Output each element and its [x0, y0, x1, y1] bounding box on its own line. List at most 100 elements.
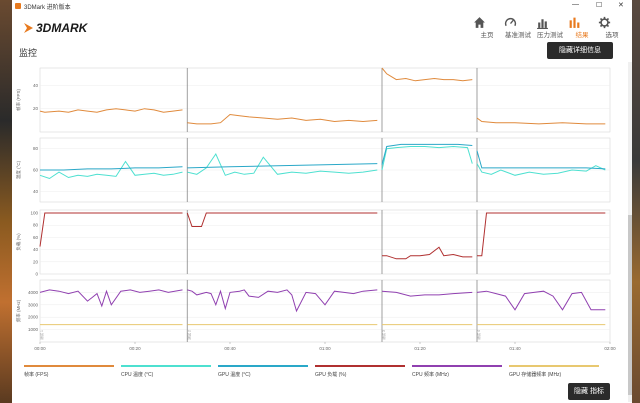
- y-tick-label: 40: [33, 189, 39, 194]
- y-tick-label: 80: [33, 223, 39, 228]
- x-tick-label: 00:20: [129, 346, 141, 351]
- panel-frame: [39, 67, 611, 133]
- y-tick-label: 1000: [28, 327, 39, 332]
- nav-options-label: 选项: [605, 32, 619, 39]
- y-axis-label: 温度 (°C): [15, 160, 22, 179]
- legend-swatch: [315, 365, 405, 367]
- segment-label: 测试 4: [476, 330, 481, 340]
- series-line: [476, 117, 606, 125]
- y-tick-label: 60: [33, 168, 39, 173]
- y-tick-label: 0: [35, 272, 38, 277]
- nav-benchmarks[interactable]: 基准测试: [504, 16, 532, 39]
- window-title: 3DMark 进阶版本: [24, 5, 71, 11]
- page-title: 监控: [19, 48, 38, 58]
- desktop-background-right: [632, 0, 640, 403]
- monitoring-chart: 20 40 帧率 (FPS) 40 60 80 温度 (°C) 0 20 40 60 80 100 负载 …: [15, 67, 616, 351]
- legend-item-fps: 帧率 (FPS): [24, 365, 114, 378]
- segment-label: 测试 3: [381, 330, 386, 340]
- series-line: [381, 290, 473, 297]
- bar-chart-icon: [537, 19, 548, 29]
- y-tick-label: 40: [33, 83, 39, 88]
- home-icon: [474, 17, 485, 28]
- y-axis-label: 负载 (%): [15, 233, 22, 251]
- series-line: [40, 166, 183, 171]
- hide-details-button[interactable]: 隐藏详细信息: [547, 42, 613, 59]
- series-line: [476, 290, 606, 311]
- series-line: [186, 212, 378, 227]
- maximize-button[interactable]: ☐: [596, 2, 603, 9]
- gear-icon: [598, 16, 611, 29]
- hide-metrics-button[interactable]: 隐藏 指标: [568, 383, 610, 400]
- nav-options[interactable]: 选项: [598, 16, 626, 39]
- y-tick-label: 20: [33, 106, 39, 111]
- x-tick-label: 01:00: [319, 346, 331, 351]
- nav-home[interactable]: 主页: [473, 16, 501, 39]
- series-line: [476, 150, 606, 170]
- legend-swatch: [509, 365, 599, 367]
- y-tick-label: 4000: [28, 290, 39, 295]
- desktop-background-left: [0, 0, 12, 403]
- segment-label: 测试 1: [39, 330, 44, 340]
- legend-item-gpu-load: GPU 负载 (%): [315, 365, 405, 378]
- close-button[interactable]: ✕: [618, 2, 624, 9]
- legend-item-cpu-temp: CPU 温度 (°C): [121, 365, 211, 378]
- x-tick-label: 01:40: [509, 346, 521, 351]
- legend-item-gpu-mem-clock: GPU 存储器频率 (MHz): [509, 365, 599, 378]
- series-line: [187, 113, 378, 125]
- x-tick-label: 02:00: [604, 346, 616, 351]
- legend-label: GPU 存储器频率 (MHz): [509, 372, 562, 378]
- legend-swatch: [412, 365, 502, 367]
- nav-results[interactable]: 结果: [568, 16, 596, 39]
- series-line: [382, 246, 473, 260]
- series-line: [39, 212, 183, 247]
- series-line: [381, 145, 473, 171]
- x-tick-label: 00:40: [224, 346, 236, 351]
- y-tick-label: 20: [33, 259, 39, 264]
- nav-stress-tests-label: 压力测试: [537, 32, 563, 39]
- series-line: [39, 108, 183, 113]
- y-tick-label: 60: [33, 235, 39, 240]
- nav-stress-tests[interactable]: 压力测试: [536, 16, 564, 39]
- app-window: 3DMark 进阶版本 — ☐ ✕ 3DMARK 主页 基准测试 压力测试 结果…: [12, 0, 632, 403]
- scrollbar-thumb[interactable]: [628, 215, 632, 395]
- gauge-icon: [504, 18, 517, 27]
- series-line: [187, 289, 378, 313]
- legend-label: GPU 温度 (°C): [218, 372, 251, 378]
- legend-swatch: [218, 365, 308, 367]
- series-line: [187, 163, 378, 169]
- app-icon: [15, 3, 21, 9]
- legend-item-gpu-temp: GPU 温度 (°C): [218, 365, 308, 378]
- y-axis-label: 帧率 (FPS): [15, 88, 22, 111]
- series-line: [477, 212, 606, 257]
- minimize-button[interactable]: —: [572, 1, 579, 8]
- 3dmark-logo: 3DMARK: [24, 21, 89, 35]
- x-tick-label: 00:00: [34, 346, 46, 351]
- series-line: [381, 67, 473, 82]
- legend-item-cpu-clock: CPU 频率 (MHz): [412, 365, 502, 378]
- series-line: [39, 289, 183, 308]
- legend-label: GPU 负载 (%): [315, 372, 347, 378]
- panel-frame: [39, 209, 611, 275]
- nav-home-label: 主页: [480, 32, 494, 39]
- legend-label: CPU 温度 (°C): [121, 372, 154, 378]
- results-icon: [569, 17, 580, 28]
- y-axis-label: 频率 (MHz): [15, 299, 22, 322]
- y-tick-label: 100: [30, 211, 38, 216]
- legend-swatch: [24, 365, 114, 367]
- panel-frame: [39, 279, 611, 343]
- y-tick-label: 2000: [28, 315, 39, 320]
- legend-label: CPU 频率 (MHz): [412, 372, 449, 378]
- series-line: [187, 152, 378, 176]
- y-tick-label: 80: [33, 146, 39, 151]
- y-tick-label: 40: [33, 247, 39, 252]
- y-tick-label: 3000: [28, 302, 39, 307]
- nav-results-label: 结果: [575, 32, 589, 39]
- legend-label: 帧率 (FPS): [24, 372, 49, 378]
- segment-label: 测试 2: [186, 330, 191, 340]
- series-line: [39, 160, 183, 180]
- series-line: [381, 143, 473, 165]
- app-header: 3DMARK 主页 基准测试 压力测试 结果 选项: [12, 12, 632, 44]
- nav-benchmarks-label: 基准测试: [505, 32, 531, 39]
- x-tick-label: 01:20: [414, 346, 426, 351]
- logo-text: 3DMARK: [36, 21, 89, 35]
